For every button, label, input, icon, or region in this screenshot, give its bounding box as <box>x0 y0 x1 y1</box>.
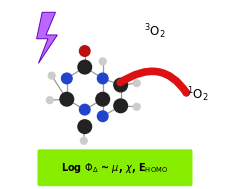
Text: Log $\Phi_\Delta$ ~ $\mu$, $\chi$, E$_{\mathsf{HOMO}}$: Log $\Phi_\Delta$ ~ $\mu$, $\chi$, E$_{\… <box>61 161 168 175</box>
Circle shape <box>113 78 127 92</box>
Circle shape <box>60 92 73 106</box>
Text: $\mathsf{^3O_2}$: $\mathsf{^3O_2}$ <box>143 23 165 41</box>
Polygon shape <box>36 12 57 63</box>
Circle shape <box>80 137 87 144</box>
Text: $\mathsf{^1O_2}$: $\mathsf{^1O_2}$ <box>187 85 208 104</box>
Circle shape <box>133 80 139 87</box>
FancyArrowPatch shape <box>120 71 185 93</box>
Circle shape <box>133 103 139 110</box>
Circle shape <box>79 46 90 56</box>
Circle shape <box>97 111 108 122</box>
Circle shape <box>99 58 106 65</box>
FancyBboxPatch shape <box>37 149 192 186</box>
Circle shape <box>48 72 55 79</box>
Circle shape <box>79 104 90 115</box>
Circle shape <box>97 73 108 84</box>
Circle shape <box>113 99 127 113</box>
Circle shape <box>46 97 53 104</box>
Circle shape <box>78 120 91 133</box>
Circle shape <box>95 92 109 106</box>
Circle shape <box>78 60 91 74</box>
Circle shape <box>61 73 72 84</box>
